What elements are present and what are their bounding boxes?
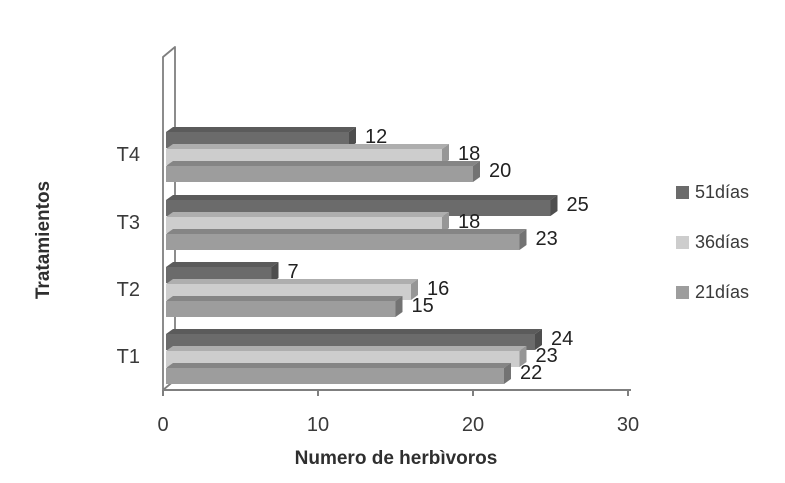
data-label: 23 [536, 228, 558, 250]
bar-end-cap [411, 279, 418, 300]
legend-item-21dias: 21días [676, 282, 749, 303]
data-label: 12 [365, 126, 387, 148]
x-tick-label-0: 0 [157, 414, 169, 436]
bar-T4-21días [166, 166, 473, 182]
data-label: 18 [458, 143, 480, 165]
legend-label-36dias: 36días [695, 232, 750, 252]
bar-T1-21días [166, 368, 504, 384]
bar-end-cap [395, 296, 403, 317]
x-tick-label-10: 10 [306, 414, 330, 436]
data-label: 15 [412, 295, 434, 317]
bar-top-face [166, 329, 542, 334]
bar-top-face [166, 127, 356, 132]
bar-top-face [166, 296, 403, 301]
legend-label-21dias: 21días [695, 282, 750, 302]
bar-top-face [166, 161, 480, 166]
bar-top-face [166, 195, 558, 200]
data-label: 25 [567, 194, 589, 216]
data-label: 22 [520, 362, 542, 384]
bar-top-face [166, 229, 527, 234]
y-axis-title: Tratamientos [33, 180, 54, 300]
x-axis-title: Numero de herbìvoros [294, 448, 498, 469]
bar-top-face [166, 212, 449, 217]
bar-end-cap [550, 195, 558, 216]
legend-swatch-21dias-icon [676, 286, 689, 299]
bar-top-face [166, 279, 418, 284]
bar-end-cap [442, 212, 449, 233]
category-label-t1: T1 [116, 346, 140, 368]
legend-item-36dias: 36días [676, 232, 749, 253]
legend-item-51dias: 51días [676, 182, 749, 203]
legend-swatch-36dias-icon [676, 236, 689, 249]
data-label: 18 [458, 211, 480, 233]
category-label-t4: T4 [116, 144, 140, 166]
bar-end-cap [519, 229, 527, 250]
bar-end-cap [535, 329, 542, 350]
data-label: 24 [551, 328, 573, 350]
x-tick-label-20: 20 [461, 414, 485, 436]
bar-end-cap [271, 262, 279, 283]
bar-end-cap [519, 346, 527, 367]
data-label: 20 [489, 160, 511, 182]
x-tick-label-30: 30 [616, 414, 640, 436]
bar-top-face [166, 346, 527, 351]
bar-end-cap [504, 363, 511, 384]
bar-top-face [166, 144, 449, 149]
bar-end-cap [473, 161, 480, 182]
legend: 51días 36días 21días [676, 182, 749, 303]
legend-swatch-51dias-icon [676, 186, 689, 199]
bar-end-cap [442, 144, 449, 165]
data-label: 7 [288, 261, 299, 283]
category-label-t2: T2 [116, 279, 140, 301]
bar-T3-21días [166, 234, 520, 250]
bar-top-face [166, 363, 511, 368]
data-label: 23 [536, 345, 558, 367]
bar-end-cap [349, 127, 356, 148]
bar-top-face [166, 262, 279, 267]
bar-T2-21días [166, 301, 396, 317]
legend-label-51dias: 51días [695, 182, 750, 202]
category-label-t3: T3 [116, 212, 140, 234]
data-label: 16 [427, 278, 449, 300]
